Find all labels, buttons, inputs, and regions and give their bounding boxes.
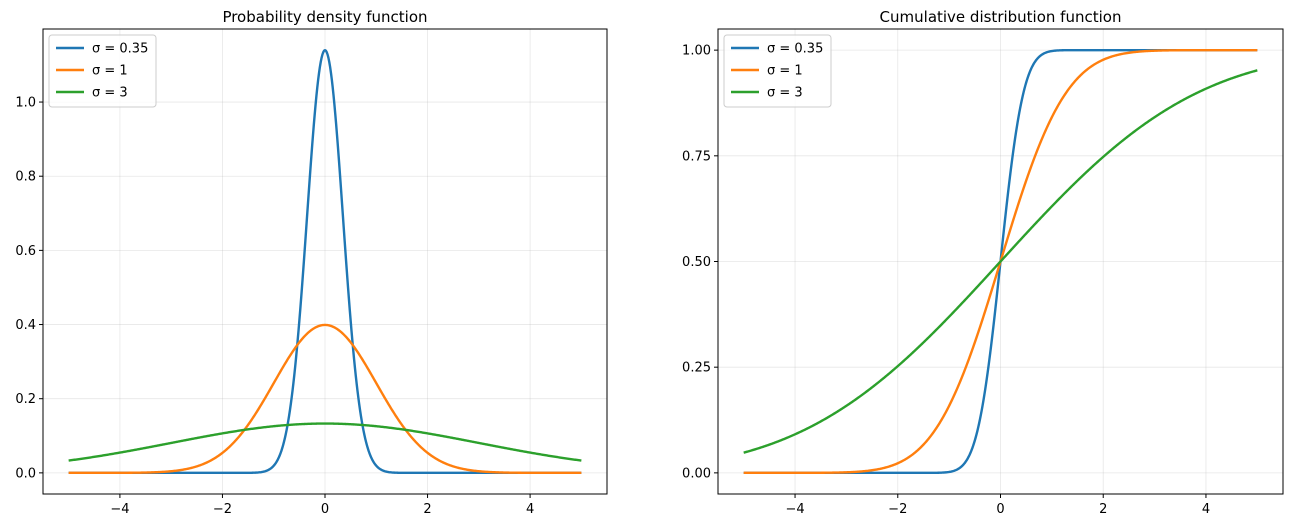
y-tick-label: 0.8: [15, 170, 36, 185]
series-line-sigma-3: [68, 422, 582, 462]
x-tick-label: 2: [1099, 502, 1107, 517]
x-tick-label: −4: [785, 502, 804, 517]
legend: σ = 0.35 σ = 1 σ = 3: [48, 34, 157, 108]
y-tick-label: 1.00: [682, 44, 711, 59]
y-tick-label: 0.4: [15, 318, 36, 333]
x-tick-label: 0: [321, 502, 329, 517]
chart-panel-pdf: −4 −2 0 2 4 0.0 0.2 0.4 0.6 0.8 1.0 Probability den…: [15, 8, 608, 517]
y-tick-label: 0.6: [15, 244, 36, 259]
series-line-sigma-3: [743, 69, 1258, 454]
y-tick-label: 0.75: [682, 149, 711, 164]
x-tick-label: 4: [526, 502, 534, 517]
chart-panel-cdf: −4 −2 0 2 4 0.00 0.25 0.50 0.75 1.00 Cumulative di…: [682, 8, 1284, 517]
x-tick-label: −2: [888, 502, 907, 517]
legend-label: σ = 0.35: [767, 42, 823, 57]
y-tick-label: 0.2: [15, 392, 36, 407]
y-tick-label: 0.25: [682, 361, 711, 376]
x-tick-label: 2: [423, 502, 431, 517]
legend: σ = 0.35 σ = 1 σ = 3: [723, 34, 832, 108]
legend-label: σ = 1: [92, 64, 128, 79]
legend-label: σ = 3: [767, 86, 803, 101]
y-tick-label: 0.00: [682, 466, 711, 481]
series-line-sigma-1: [68, 323, 582, 475]
legend-label: σ = 3: [92, 86, 128, 101]
x-tick-label: −2: [213, 502, 232, 517]
x-tick-label: 0: [996, 502, 1004, 517]
x-tick-label: 4: [1202, 502, 1210, 517]
legend-box: [723, 34, 832, 108]
chart-title: Cumulative distribution function: [880, 8, 1122, 26]
chart-title: Probability density function: [222, 8, 427, 26]
legend-box: [48, 34, 157, 108]
y-tick-label: 0.50: [682, 255, 711, 270]
y-tick-label: 0.0: [15, 466, 36, 481]
legend-label: σ = 1: [767, 64, 803, 79]
x-tick-label: −4: [110, 502, 129, 517]
legend-label: σ = 0.35: [92, 42, 148, 57]
y-tick-label: 1.0: [15, 96, 36, 111]
